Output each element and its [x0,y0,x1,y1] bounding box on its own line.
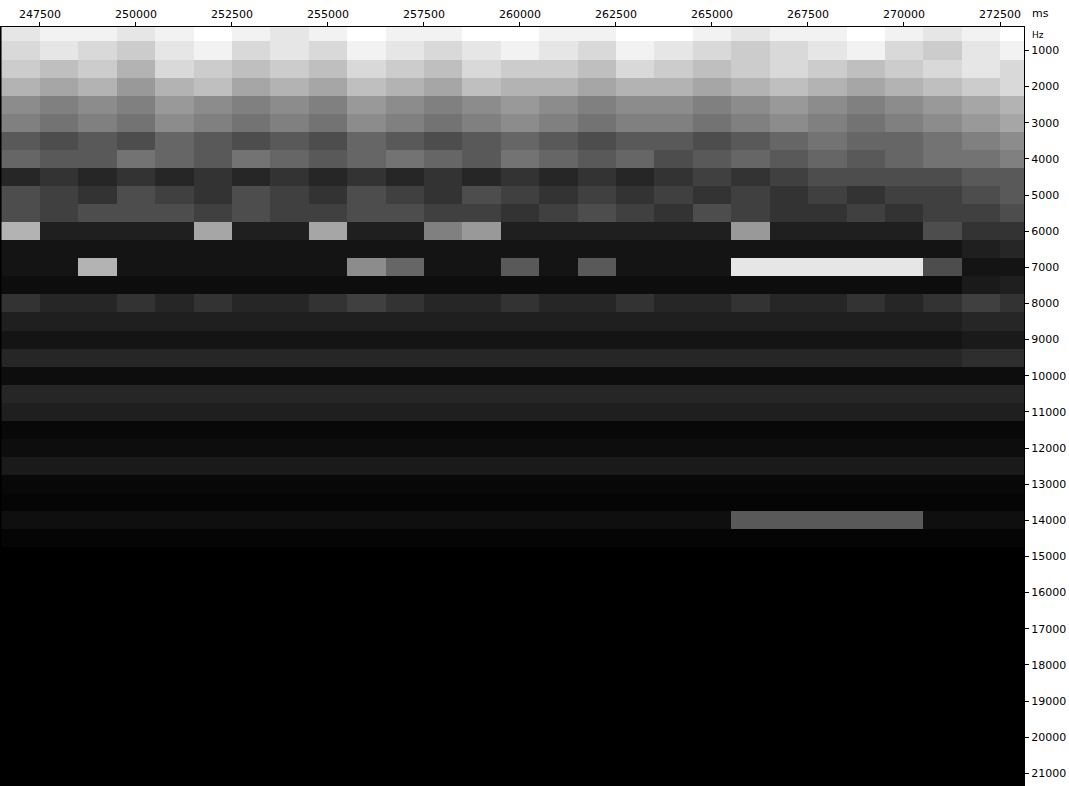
svg-text:8000: 8000 [1031,297,1059,310]
svg-text:272500: 272500 [979,8,1021,21]
svg-text:3000: 3000 [1031,117,1059,130]
svg-text:257500: 257500 [403,8,445,21]
svg-text:260000: 260000 [499,8,541,21]
svg-text:20000: 20000 [1031,731,1066,744]
svg-text:270000: 270000 [883,8,925,21]
svg-text:13000: 13000 [1031,478,1066,491]
svg-text:21000: 21000 [1031,767,1066,780]
svg-text:4000: 4000 [1031,153,1059,166]
svg-text:250000: 250000 [115,8,157,21]
svg-text:11000: 11000 [1031,406,1066,419]
svg-text:252500: 252500 [211,8,253,21]
svg-text:247500: 247500 [19,8,61,21]
svg-text:ms: ms [1032,7,1049,20]
svg-text:5000: 5000 [1031,189,1059,202]
svg-text:Hz: Hz [1032,30,1044,40]
svg-text:16000: 16000 [1031,586,1066,599]
svg-text:255000: 255000 [307,8,349,21]
svg-text:14000: 14000 [1031,514,1066,527]
svg-text:12000: 12000 [1031,442,1066,455]
svg-text:265000: 265000 [691,8,733,21]
svg-text:7000: 7000 [1031,261,1059,274]
svg-text:17000: 17000 [1031,623,1066,636]
svg-text:19000: 19000 [1031,695,1066,708]
svg-text:6000: 6000 [1031,225,1059,238]
svg-text:267500: 267500 [787,8,829,21]
svg-text:10000: 10000 [1031,370,1066,383]
svg-text:18000: 18000 [1031,659,1066,672]
svg-text:1000: 1000 [1031,44,1059,57]
svg-text:262500: 262500 [595,8,637,21]
svg-text:9000: 9000 [1031,333,1059,346]
svg-text:15000: 15000 [1031,550,1066,563]
svg-text:2000: 2000 [1031,80,1059,93]
